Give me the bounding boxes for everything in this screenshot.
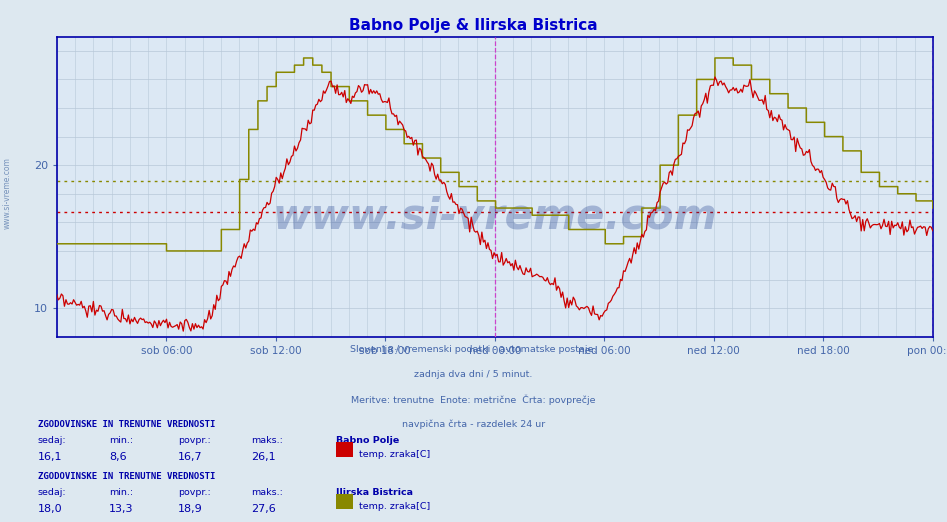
Text: 13,3: 13,3: [109, 504, 134, 514]
Text: min.:: min.:: [109, 436, 133, 445]
Text: povpr.:: povpr.:: [178, 488, 211, 497]
Text: ZGODOVINSKE IN TRENUTNE VREDNOSTI: ZGODOVINSKE IN TRENUTNE VREDNOSTI: [38, 420, 215, 429]
Text: ZGODOVINSKE IN TRENUTNE VREDNOSTI: ZGODOVINSKE IN TRENUTNE VREDNOSTI: [38, 472, 215, 481]
Text: zadnja dva dni / 5 minut.: zadnja dva dni / 5 minut.: [415, 370, 532, 378]
Text: temp. zraka[C]: temp. zraka[C]: [359, 502, 430, 511]
Text: sedaj:: sedaj:: [38, 488, 66, 497]
Text: temp. zraka[C]: temp. zraka[C]: [359, 450, 430, 459]
Text: www.si-vreme.com: www.si-vreme.com: [3, 157, 12, 229]
Text: navpična črta - razdelek 24 ur: navpična črta - razdelek 24 ur: [402, 420, 545, 429]
Text: min.:: min.:: [109, 488, 133, 497]
Text: 18,0: 18,0: [38, 504, 63, 514]
Text: www.si-vreme.com: www.si-vreme.com: [273, 196, 717, 238]
Text: Babno Polje: Babno Polje: [336, 436, 400, 445]
Text: Slovenija / vremenski podatki - avtomatske postaje.: Slovenija / vremenski podatki - avtomats…: [350, 345, 597, 353]
Text: maks.:: maks.:: [251, 488, 283, 497]
Text: maks.:: maks.:: [251, 436, 283, 445]
Text: sedaj:: sedaj:: [38, 436, 66, 445]
Text: 16,7: 16,7: [178, 452, 203, 461]
Text: 26,1: 26,1: [251, 452, 276, 461]
Text: 16,1: 16,1: [38, 452, 63, 461]
Text: Ilirska Bistrica: Ilirska Bistrica: [336, 488, 413, 497]
Text: 18,9: 18,9: [178, 504, 203, 514]
Text: Babno Polje & Ilirska Bistrica: Babno Polje & Ilirska Bistrica: [349, 18, 598, 33]
Text: 8,6: 8,6: [109, 452, 127, 461]
Text: 27,6: 27,6: [251, 504, 276, 514]
Text: Meritve: trenutne  Enote: metrične  Črta: povprečje: Meritve: trenutne Enote: metrične Črta: …: [351, 395, 596, 405]
Text: povpr.:: povpr.:: [178, 436, 211, 445]
